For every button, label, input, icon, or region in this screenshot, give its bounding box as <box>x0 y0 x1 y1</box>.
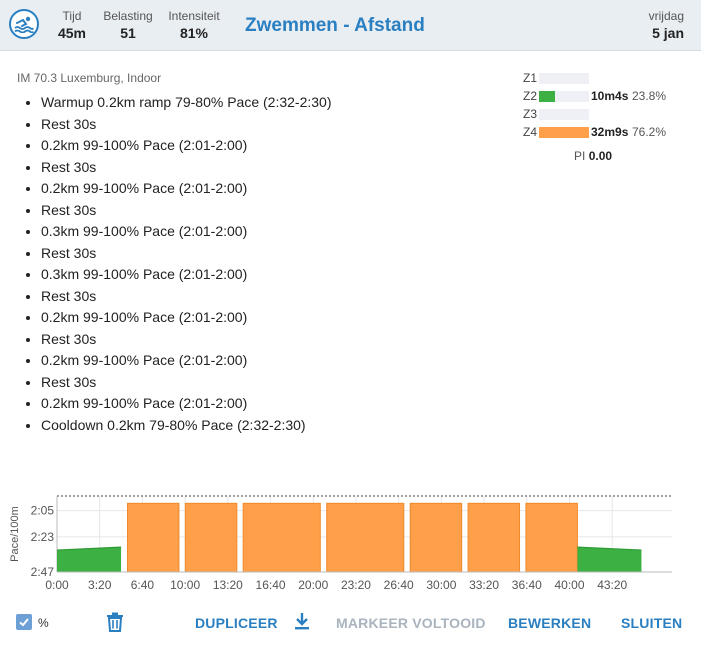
stat-time-value: 45m <box>57 25 87 41</box>
zone-row-z2: Z2 10m4s 23.8% <box>521 88 691 106</box>
day-label: vrijdag <box>648 9 684 23</box>
workout-step: Rest 30s <box>41 157 332 179</box>
stat-time-label: Tijd <box>62 9 82 23</box>
x-tick-label: 0:00 <box>45 578 69 592</box>
pace-chart: 0:00 3:20 6:40 10:00 13:20 16:40 20:00 23:20 26:… <box>9 495 672 592</box>
zone-track <box>539 73 589 84</box>
action-bar: % DUPLICEER MARKEER VOLTOOID BEWERKEN SL… <box>0 600 701 648</box>
plan-name: IM 70.3 Luxemburg, Indoor <box>17 71 162 85</box>
pi-readout: PI 0.00 <box>574 149 612 163</box>
date-value: 5 jan <box>652 25 684 41</box>
ramp-area <box>57 547 122 572</box>
zone-row-z1: Z1 <box>521 70 691 88</box>
duplicate-button[interactable]: DUPLICEER <box>195 615 278 631</box>
cooldown-line <box>577 546 642 551</box>
stat-time: Tijd 45m <box>57 9 87 43</box>
zone-time: 10m4s <box>591 89 629 103</box>
zone-percent: 76.2% <box>632 125 667 139</box>
y-axis-label: Pace/100m <box>9 506 21 562</box>
ramp-line <box>56 546 122 551</box>
work-interval-bar <box>184 502 238 573</box>
trash-icon[interactable] <box>106 612 124 637</box>
workout-step: 0.2km 99-100% Pace (2:01-2:00) <box>41 178 332 200</box>
work-interval-bar <box>525 502 578 573</box>
zone-time: 32m9s <box>591 125 629 139</box>
zone-track <box>539 91 589 102</box>
x-tick-label: 13:20 <box>213 578 243 592</box>
percent-label: % <box>38 616 49 630</box>
work-interval-bar <box>409 502 463 573</box>
x-tick-label: 30:00 <box>426 578 456 592</box>
workout-step: 0.3km 99-100% Pace (2:01-2:00) <box>41 221 332 243</box>
work-interval-bar <box>242 502 321 573</box>
zone-bar <box>539 127 589 138</box>
workout-step: Rest 30s <box>41 200 332 222</box>
step-list: Warmup 0.2km ramp 79-80% Pace (2:32-2:30… <box>24 92 332 436</box>
zone-percent: 23.8% <box>632 89 667 103</box>
stat-intensity-label: Intensiteit <box>168 9 220 23</box>
workout-step: Warmup 0.2km ramp 79-80% Pace (2:32-2:30… <box>41 92 332 114</box>
zone-track <box>539 109 589 120</box>
x-tick-label: 23:20 <box>341 578 371 592</box>
x-tick-label: 33:20 <box>469 578 499 592</box>
zone-bar <box>539 91 555 102</box>
x-tick-label: 3:20 <box>88 578 112 592</box>
work-interval-bar <box>326 502 405 573</box>
zone-label: Z1 <box>523 71 538 85</box>
x-tick-label: 16:40 <box>256 578 286 592</box>
x-tick-label: 43:20 <box>597 578 627 592</box>
zone-label: Z4 <box>523 125 538 139</box>
percent-checkbox[interactable] <box>16 614 32 630</box>
zone-row-z3: Z3 <box>521 106 691 124</box>
workout-step: Rest 30s <box>41 329 332 351</box>
workout-step: Rest 30s <box>41 372 332 394</box>
stat-intensity: Intensiteit 81% <box>166 9 222 43</box>
stat-load: Belasting 51 <box>101 9 155 43</box>
stat-load-value: 51 <box>120 25 136 41</box>
y-tick-label: 2:23 <box>31 530 55 544</box>
stat-load-label: Belasting <box>103 9 153 23</box>
workout-step: 0.2km 99-100% Pace (2:01-2:00) <box>41 135 332 157</box>
swim-icon <box>9 9 39 39</box>
mark-done-button[interactable]: MARKEER VOLTOOID <box>336 615 486 631</box>
workout-step: Cooldown 0.2km 79-80% Pace (2:32-2:30) <box>41 415 332 437</box>
zone-row-z4: Z4 32m9s 76.2% <box>521 124 691 142</box>
y-tick-label: 2:47 <box>31 565 55 579</box>
pi-label: PI <box>574 149 586 163</box>
workout-step: 0.2km 99-100% Pace (2:01-2:00) <box>41 393 332 415</box>
x-tick-label: 6:40 <box>131 578 155 592</box>
y-tick-label: 2:05 <box>31 504 55 518</box>
workout-header: Tijd 45m Belasting 51 Intensiteit 81% Zw… <box>0 0 701 51</box>
zone-label: Z2 <box>523 89 538 103</box>
workout-step: Rest 30s <box>41 114 332 136</box>
edit-button[interactable]: BEWERKEN <box>508 615 592 631</box>
x-tick-label: 20:00 <box>298 578 328 592</box>
workout-title: Zwemmen - Afstand <box>245 15 425 36</box>
x-tick-label: 36:40 <box>512 578 542 592</box>
workout-step: 0.2km 99-100% Pace (2:01-2:00) <box>41 350 332 372</box>
workout-date: vrijdag 5 jan <box>649 9 684 43</box>
stat-intensity-value: 81% <box>179 25 209 41</box>
check-icon <box>19 618 29 627</box>
x-tick-label: 26:40 <box>384 578 414 592</box>
workout-step: 0.2km 99-100% Pace (2:01-2:00) <box>41 307 332 329</box>
work-interval-bar <box>126 502 180 573</box>
close-button[interactable]: SLUITEN <box>621 615 683 631</box>
cooldown-area <box>577 547 642 572</box>
x-tick-label: 40:00 <box>554 578 584 592</box>
workout-step: Rest 30s <box>41 286 332 308</box>
download-icon[interactable] <box>294 612 310 635</box>
pi-value: 0.00 <box>588 149 613 163</box>
workout-step: Rest 30s <box>41 243 332 265</box>
work-interval-bar <box>467 502 521 573</box>
zone-label: Z3 <box>523 107 538 121</box>
zone-distribution: Z1 Z2 10m4s 23.8% Z3 Z4 32m9s 76.2% <box>521 70 691 142</box>
x-tick-label: 10:00 <box>170 578 200 592</box>
workout-step: 0.3km 99-100% Pace (2:01-2:00) <box>41 264 332 286</box>
